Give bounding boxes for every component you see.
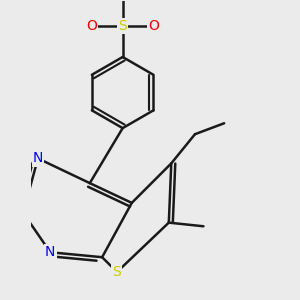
Text: S: S — [112, 265, 121, 279]
Text: O: O — [86, 19, 97, 33]
Text: O: O — [148, 19, 159, 33]
Text: N: N — [45, 245, 56, 259]
Text: S: S — [118, 19, 127, 33]
Text: N: N — [33, 152, 43, 165]
